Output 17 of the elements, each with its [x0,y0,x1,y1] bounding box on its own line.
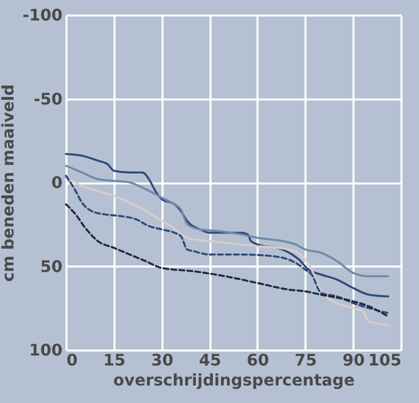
x-tick-label: 30 [151,350,174,370]
x-tick-label: 105 [368,350,402,370]
x-tick-label: 45 [198,350,222,370]
line-series [65,164,390,278]
x-tick-label: 90 [342,350,365,370]
y-tick-label: -100 [22,6,62,24]
x-tick-label: 75 [294,350,317,370]
y-tick-label: 100 [29,340,62,360]
y-tick-label: 50 [40,256,62,276]
line-series [65,203,390,318]
x-axis-title: overschrijdingspercentage [113,370,355,390]
x-tick-label: 15 [103,350,126,370]
y-axis-title: cm beneden maaiveld [0,84,18,282]
x-tick-label: 60 [246,350,270,370]
y-tick-label: 0 [51,173,62,192]
x-tick-label: 0 [66,350,78,370]
y-tick-label: -50 [34,89,62,108]
